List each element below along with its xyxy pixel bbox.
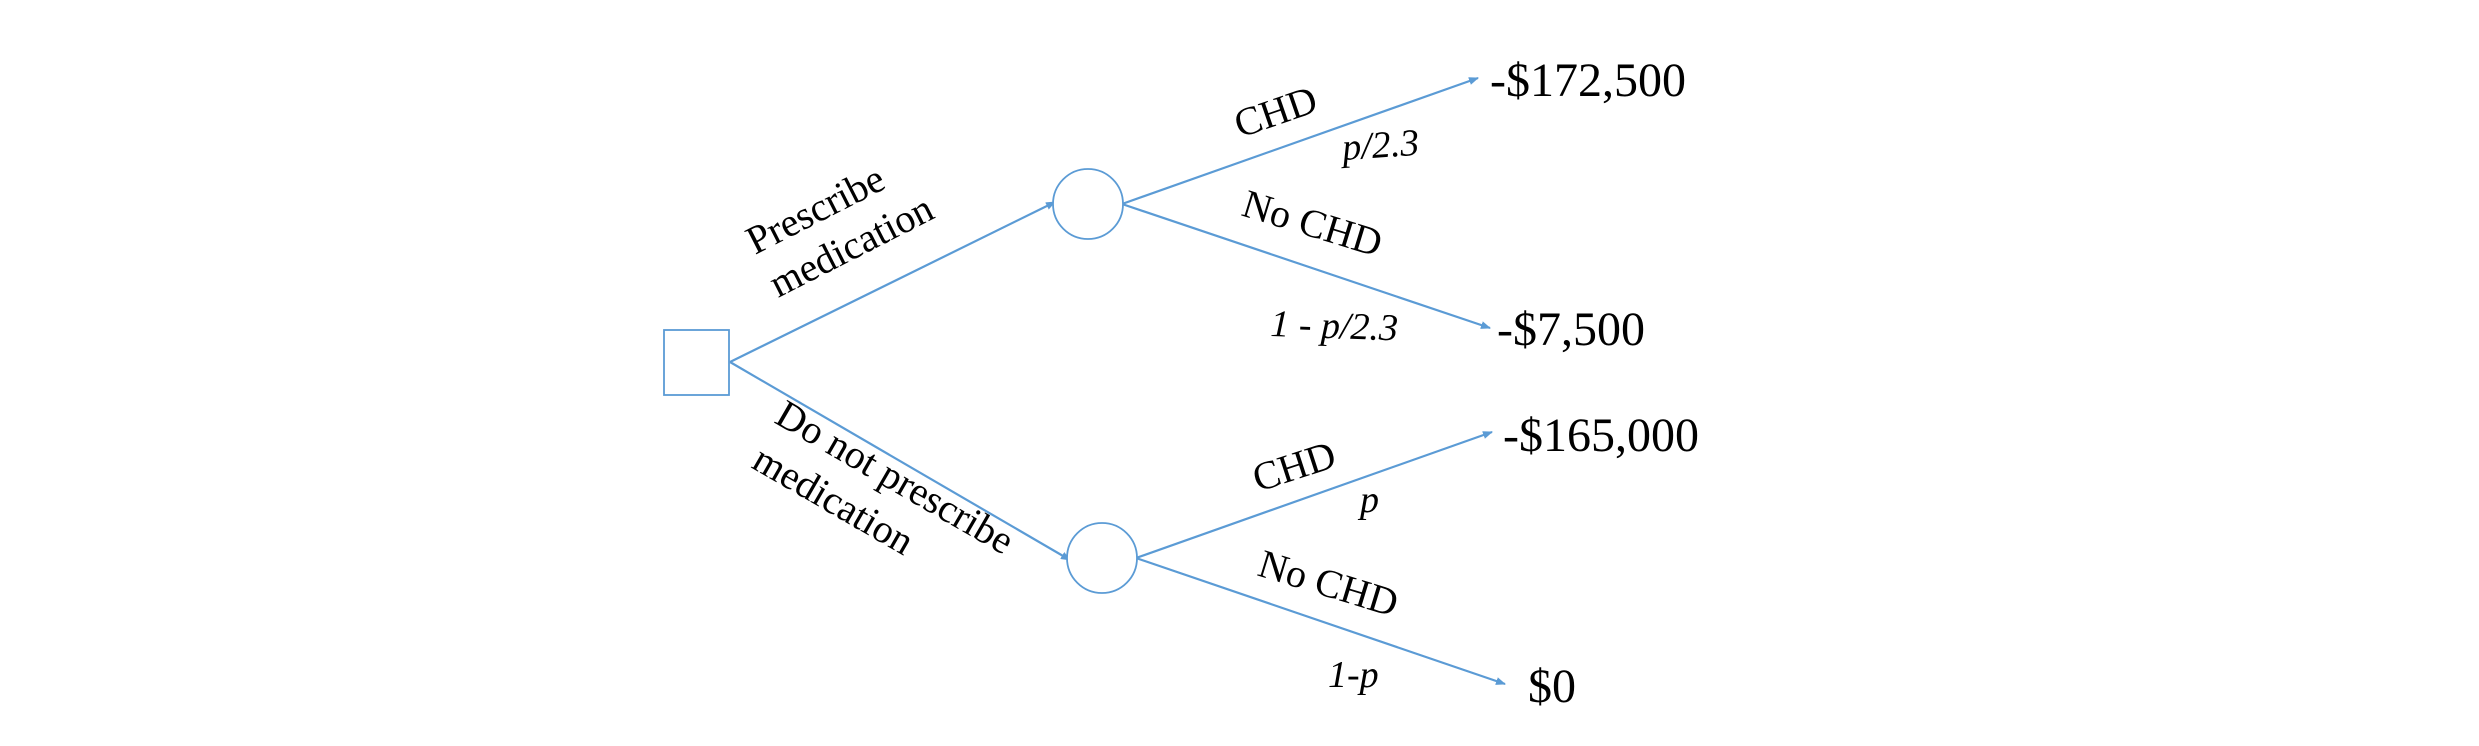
edge-noprescribe-chd — [1135, 430, 1493, 560]
noprescribe-nochd-label: No CHD — [1253, 541, 1403, 626]
noprescribe-nochd-prob: 1-p — [1328, 654, 1379, 696]
edge-prescribe-nochd — [1121, 202, 1491, 330]
chance-node-prescribe — [1052, 168, 1124, 240]
prescribe-nochd-payoff: -$7,500 — [1497, 303, 1645, 356]
edge-no-prescribe — [729, 361, 1071, 561]
prescribe-nochd-prob: 1 - p/2.3 — [1270, 303, 1399, 349]
noprescribe-chd-prob: p — [1357, 479, 1379, 521]
decision-node — [663, 329, 730, 396]
edge-noprescribe-nochd — [1135, 556, 1506, 686]
prescribe-nochd-label: No CHD — [1237, 181, 1387, 266]
chance-node-no-prescribe — [1066, 522, 1138, 594]
noprescribe-nochd-payoff: $0 — [1528, 660, 1576, 713]
prescribe-chd-payoff: -$172,500 — [1490, 54, 1686, 107]
edge-prescribe — [729, 201, 1056, 363]
prescribe-chd-prob: p/2.3 — [1338, 122, 1421, 169]
edge-prescribe-chd — [1121, 76, 1479, 206]
noprescribe-chd-payoff: -$165,000 — [1503, 409, 1699, 462]
prescribe-chd-label: CHD — [1228, 76, 1323, 146]
